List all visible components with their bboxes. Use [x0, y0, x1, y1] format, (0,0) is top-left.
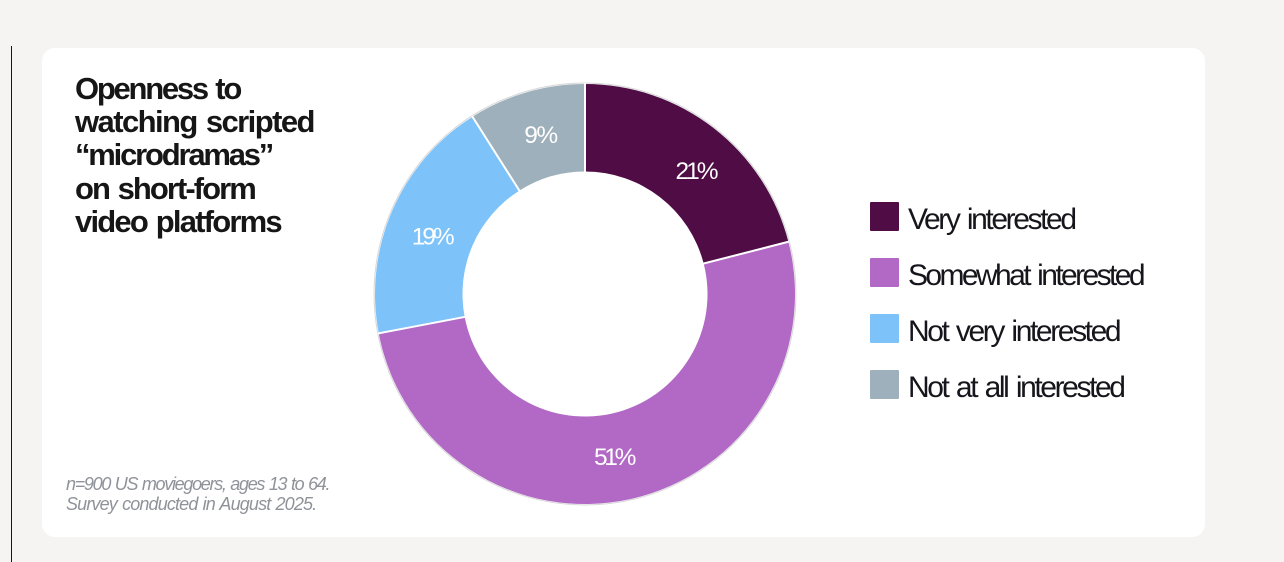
svg-text:51%: 51%	[594, 444, 637, 471]
svg-text:19%: 19%	[412, 224, 455, 251]
svg-text:9%: 9%	[524, 122, 558, 149]
svg-text:21%: 21%	[676, 158, 719, 185]
